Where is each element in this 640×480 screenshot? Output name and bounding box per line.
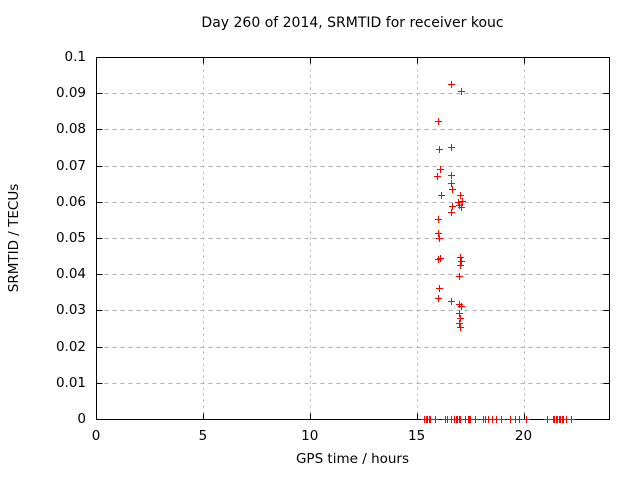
x-tick-label: 15	[408, 428, 426, 444]
data-point	[448, 298, 455, 305]
data-point	[523, 416, 530, 423]
data-point	[435, 295, 442, 302]
data-point	[516, 416, 523, 423]
data-point	[457, 315, 464, 322]
data-point	[456, 310, 463, 317]
y-tick-label: 0.05	[55, 230, 86, 246]
y-tick-label: 0.02	[55, 338, 86, 355]
data-point	[457, 262, 464, 269]
data-point	[459, 198, 466, 205]
y-tick-label: 0.1	[64, 49, 86, 65]
data-point	[498, 416, 505, 423]
data-point	[456, 320, 463, 327]
data-point	[455, 199, 462, 206]
data-point	[449, 203, 456, 210]
data-point	[568, 416, 575, 423]
x-axis-label: GPS time / hours	[295, 451, 410, 467]
y-tick-label: 0.01	[55, 374, 86, 391]
data-point	[472, 416, 479, 423]
x-tick-label: 10	[301, 428, 319, 444]
x-tick-label: 0	[91, 428, 101, 444]
y-tick-label: 0.09	[55, 85, 86, 102]
y-tick-label: 0.04	[55, 266, 86, 283]
data-point	[436, 146, 443, 153]
data-point	[436, 285, 443, 292]
data-point	[457, 324, 464, 331]
y-tick-label: 0.03	[55, 302, 86, 319]
data-point	[435, 118, 442, 125]
data-point	[458, 88, 465, 95]
data-point	[432, 416, 439, 423]
data-point	[448, 81, 455, 88]
data-point	[457, 192, 464, 199]
data-point	[456, 273, 463, 280]
data-point	[457, 254, 464, 261]
data-point	[449, 186, 456, 193]
data-point	[458, 204, 465, 211]
data-point	[458, 303, 465, 310]
data-point	[544, 416, 551, 423]
data-point	[448, 180, 455, 187]
data-point	[437, 166, 444, 173]
data-point	[435, 230, 442, 237]
data-point	[436, 235, 443, 242]
data-point	[448, 209, 455, 216]
data-point	[437, 255, 444, 262]
x-tick-label: 20	[514, 428, 533, 444]
y-tick-label: 0.08	[55, 121, 86, 138]
y-tick-label: 0.07	[55, 157, 86, 174]
data-point	[434, 173, 441, 180]
data-point	[448, 144, 455, 151]
chart-title: Day 260 of 2014, SRMTID for receiver kou…	[201, 15, 504, 31]
data-point	[448, 172, 455, 179]
data-point	[438, 192, 445, 199]
data-point	[458, 258, 465, 265]
x-tick-label: 5	[198, 428, 208, 444]
y-tick-label: 0	[77, 411, 86, 427]
y-tick-label: 0.06	[55, 193, 86, 210]
data-point	[435, 216, 442, 223]
